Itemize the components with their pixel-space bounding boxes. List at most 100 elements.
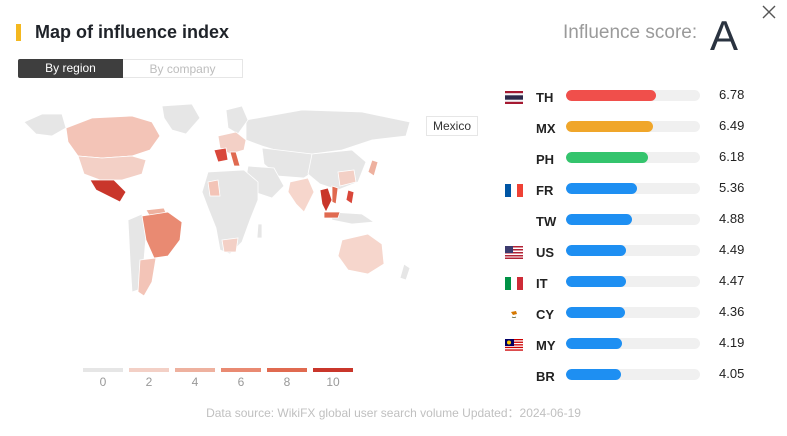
close-icon[interactable] bbox=[761, 4, 777, 20]
country-code: TH bbox=[536, 90, 554, 105]
legend-value: 4 bbox=[191, 375, 199, 389]
legend-value: 10 bbox=[326, 375, 340, 389]
region-scandinavia[interactable] bbox=[225, 105, 249, 135]
region-thailand[interactable] bbox=[319, 187, 333, 213]
map-legend: 0 2 4 6 8 10 bbox=[80, 368, 356, 389]
usa-flag-icon bbox=[505, 246, 523, 259]
region-brazil[interactable] bbox=[141, 211, 183, 259]
legend-item: 10 bbox=[310, 368, 356, 389]
flag-placeholder bbox=[505, 122, 523, 135]
region-madagascar[interactable] bbox=[256, 223, 263, 239]
flag-placeholder bbox=[505, 153, 523, 166]
score-bar-track bbox=[566, 183, 700, 194]
legend-swatch bbox=[129, 368, 169, 372]
influence-score-label: Influence score: bbox=[563, 22, 698, 43]
legend-item: 0 bbox=[80, 368, 126, 389]
country-code: US bbox=[536, 245, 555, 260]
legend-swatch bbox=[83, 368, 123, 372]
score-value: 6.49 bbox=[719, 118, 745, 133]
score-bar-track bbox=[566, 152, 700, 163]
tab-by-company[interactable]: By company bbox=[123, 59, 243, 78]
flag-placeholder bbox=[505, 370, 523, 383]
ranking-row-ph[interactable]: PH 6.18 bbox=[505, 144, 775, 175]
score-bar-fill bbox=[566, 338, 623, 349]
region-vietnam[interactable] bbox=[331, 185, 339, 205]
country-code: TW bbox=[536, 214, 557, 229]
region-japan[interactable] bbox=[367, 159, 379, 177]
region-china-east[interactable] bbox=[337, 169, 357, 187]
legend-value: 0 bbox=[99, 375, 107, 389]
region-indonesia[interactable] bbox=[329, 211, 376, 225]
score-bar-track bbox=[566, 245, 700, 256]
score-bar-fill bbox=[566, 90, 656, 101]
world-map[interactable] bbox=[22, 100, 412, 310]
score-value: 4.49 bbox=[719, 242, 745, 257]
legend-swatch bbox=[175, 368, 215, 372]
score-bar-track bbox=[566, 214, 700, 225]
score-bar-track bbox=[566, 338, 700, 349]
region-canada[interactable] bbox=[65, 115, 161, 159]
ranking-row-br[interactable]: BR 4.05 bbox=[505, 361, 775, 392]
region-malaysia[interactable] bbox=[323, 211, 341, 219]
score-bar-track bbox=[566, 121, 700, 132]
region-france[interactable] bbox=[213, 147, 229, 163]
italy-flag-icon bbox=[505, 277, 523, 290]
ranking-row-tw[interactable]: TW 4.88 bbox=[505, 206, 775, 237]
legend-item: 6 bbox=[218, 368, 264, 389]
ranking-row-cy[interactable]: CY 4.36 bbox=[505, 299, 775, 330]
region-india[interactable] bbox=[287, 177, 315, 213]
ranking-row-th[interactable]: TH 6.78 bbox=[505, 82, 775, 113]
influence-score-grade: A bbox=[710, 12, 739, 59]
region-australia[interactable] bbox=[337, 233, 385, 275]
score-bar-fill bbox=[566, 307, 625, 318]
ranking-list: TH 6.78 MX 6.49 PH 6.18 FR 5.36 bbox=[505, 82, 775, 392]
country-code: IT bbox=[536, 276, 548, 291]
region-china[interactable] bbox=[307, 149, 367, 191]
view-tabs: By region By company bbox=[18, 59, 243, 78]
tab-by-region[interactable]: By region bbox=[18, 59, 123, 78]
region-west-africa[interactable] bbox=[207, 179, 221, 197]
score-bar-track bbox=[566, 90, 700, 101]
flag-placeholder bbox=[505, 215, 523, 228]
score-value: 4.36 bbox=[719, 304, 745, 319]
ranking-row-mx[interactable]: MX 6.49 bbox=[505, 113, 775, 144]
score-value: 4.05 bbox=[719, 366, 745, 381]
region-nz[interactable] bbox=[399, 263, 411, 281]
region-italy[interactable] bbox=[229, 151, 241, 167]
header: Map of influence index bbox=[16, 22, 229, 43]
region-alaska[interactable] bbox=[23, 113, 67, 137]
score-value: 4.88 bbox=[719, 211, 745, 226]
data-source-footer: Data source: WikiFX global user search v… bbox=[206, 406, 581, 420]
score-value: 4.47 bbox=[719, 273, 745, 288]
score-bar-track bbox=[566, 369, 700, 380]
legend-swatch bbox=[221, 368, 261, 372]
score-bar-fill bbox=[566, 152, 648, 163]
legend-value: 8 bbox=[283, 375, 291, 389]
score-bar-fill bbox=[566, 214, 632, 225]
legend-item: 4 bbox=[172, 368, 218, 389]
score-value: 4.19 bbox=[719, 335, 745, 350]
region-russia[interactable] bbox=[245, 109, 411, 155]
legend-swatch bbox=[267, 368, 307, 372]
score-bar-fill bbox=[566, 245, 627, 256]
ranking-row-my[interactable]: MY 4.19 bbox=[505, 330, 775, 361]
region-mexico[interactable] bbox=[89, 179, 127, 203]
region-greenland[interactable] bbox=[161, 103, 201, 135]
country-code: FR bbox=[536, 183, 554, 198]
score-bar-fill bbox=[566, 121, 654, 132]
score-bar-track bbox=[566, 307, 700, 318]
legend-swatch bbox=[313, 368, 353, 372]
legend-value: 2 bbox=[145, 375, 153, 389]
ranking-row-us[interactable]: US 4.49 bbox=[505, 237, 775, 268]
region-usa[interactable] bbox=[77, 155, 147, 181]
ranking-row-fr[interactable]: FR 5.36 bbox=[505, 175, 775, 206]
score-value: 6.78 bbox=[719, 87, 745, 102]
page-title: Map of influence index bbox=[35, 22, 230, 42]
country-code: MX bbox=[536, 121, 556, 136]
ranking-row-it[interactable]: IT 4.47 bbox=[505, 268, 775, 299]
region-philippines[interactable] bbox=[345, 189, 355, 205]
score-bar-track bbox=[566, 276, 700, 287]
region-argentina[interactable] bbox=[137, 257, 157, 297]
region-south-africa[interactable] bbox=[221, 237, 239, 253]
